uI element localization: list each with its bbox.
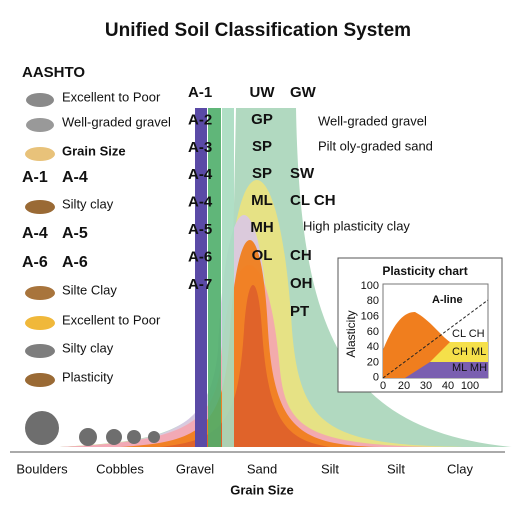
icon <box>25 344 55 358</box>
x-label: Silt <box>387 461 405 476</box>
code: A-6 <box>62 254 88 271</box>
right-label: PT <box>290 303 309 320</box>
left-legend: AASHTO Excellent to Poor Well-graded gra… <box>22 64 171 387</box>
pebbles <box>25 411 160 446</box>
legend-item: Plasticity <box>62 369 114 384</box>
code: A-1 <box>22 169 48 186</box>
x-tick-label: 20 <box>398 380 410 392</box>
x-label: Cobbles <box>96 461 144 476</box>
aashto-code: A-4 <box>188 166 213 183</box>
x-tick-label: 40 <box>442 380 454 392</box>
code: A-6 <box>22 254 48 271</box>
icon <box>26 118 54 132</box>
heading: AASHTO <box>22 64 85 81</box>
legend-item: Silty clay <box>62 196 114 211</box>
cobble <box>106 429 122 445</box>
a-line <box>382 299 489 379</box>
right-label: Pilt oly-graded sand <box>318 138 433 153</box>
icon <box>25 200 55 214</box>
y-tick-label: 60 <box>367 326 379 338</box>
aashto-code: A-6 <box>188 248 212 265</box>
icon <box>25 286 55 300</box>
grain-curves <box>60 108 512 447</box>
inset-label: ML MH <box>452 362 487 374</box>
icon <box>26 93 54 107</box>
region-purple <box>405 362 488 378</box>
x-label: Gravel <box>176 461 214 476</box>
y-tick-label: 80 <box>367 295 379 307</box>
uscs-code: OL <box>252 247 273 264</box>
legend-item: Well-graded gravel <box>62 114 171 129</box>
x-label: Clay <box>447 461 474 476</box>
boulder <box>25 411 59 445</box>
aashto-labels: A-1 A-2 A-3 A-4 A-4 A-5 A-6 A-7 <box>188 84 213 293</box>
inset-title: Plasticity chart <box>382 264 467 278</box>
bar-green <box>208 108 221 447</box>
right-label: CH <box>290 247 312 264</box>
y-tick-label: 40 <box>367 341 379 353</box>
x-tick-label: 30 <box>420 380 432 392</box>
x-label: Silt <box>321 461 339 476</box>
aashto-code: A-4 <box>188 194 213 211</box>
code: A-4 <box>22 225 48 242</box>
aashto-code: A-1 <box>188 84 212 101</box>
aashto-code: A-7 <box>188 276 212 293</box>
icon <box>25 316 55 330</box>
uscs-code: SP <box>252 165 272 182</box>
y-tick-label: 20 <box>367 356 379 368</box>
x-tick-label: 100 <box>461 380 479 392</box>
curve-dark-orange <box>160 285 330 447</box>
inset-label: CL CH <box>452 328 485 340</box>
aashto-code: A-3 <box>188 139 212 156</box>
legend-item: Excellent to Poor <box>62 312 161 327</box>
cobble <box>79 428 97 446</box>
uscs-code: ML <box>251 192 273 209</box>
region-yellow <box>430 342 488 362</box>
uscs-code: GP <box>251 111 273 128</box>
legend-item: Excellent to Poor <box>62 89 161 104</box>
uscs-labels: UW GP SP SP ML MH OL <box>250 84 276 264</box>
icon <box>25 373 55 387</box>
y-tick-label: 100 <box>361 280 379 292</box>
right-label: GW <box>290 84 317 101</box>
cobble <box>148 431 160 443</box>
legend-item: Silte Clay <box>62 282 117 297</box>
code: A-4 <box>62 169 88 186</box>
legend-item: Silty clay <box>62 340 114 355</box>
x-labels: Boulders Cobbles Gravel Sand Silt Silt Clay <box>16 461 473 476</box>
x-label: Boulders <box>16 461 68 476</box>
inset-label: A-line <box>432 294 463 306</box>
x-label: Sand <box>247 461 277 476</box>
inset-y-label: Alasticity <box>344 310 358 357</box>
legend-item: Grain Size <box>62 143 126 158</box>
right-label: OH <box>290 275 313 292</box>
y-tick-label: 0 <box>373 372 379 384</box>
right-label: Well-graded gravel <box>318 113 427 128</box>
uscs-code: MH <box>250 219 273 236</box>
inset-chart: Plasticity chart Alasticity 100 80 106 60 40… <box>337 257 503 393</box>
uscs-code: UW <box>250 84 276 101</box>
icon <box>25 147 55 161</box>
uscs-code: SP <box>252 138 272 155</box>
code: A-5 <box>62 225 88 242</box>
x-axis-title: Grain Size <box>230 482 294 497</box>
aashto-code: A-5 <box>188 221 212 238</box>
title: Unified Soil Classification System <box>105 20 411 41</box>
y-tick-label: 106 <box>361 311 379 323</box>
cobble <box>127 430 141 444</box>
right-label: High plasticity clay <box>303 218 410 233</box>
right-label: SW <box>290 165 315 182</box>
right-label: CL CH <box>290 192 336 209</box>
bar-mint <box>222 108 234 447</box>
bar-purple <box>195 108 207 447</box>
x-tick-label: 0 <box>380 380 386 392</box>
inset-label: CH ML <box>452 346 486 358</box>
aashto-code: A-2 <box>188 111 212 128</box>
